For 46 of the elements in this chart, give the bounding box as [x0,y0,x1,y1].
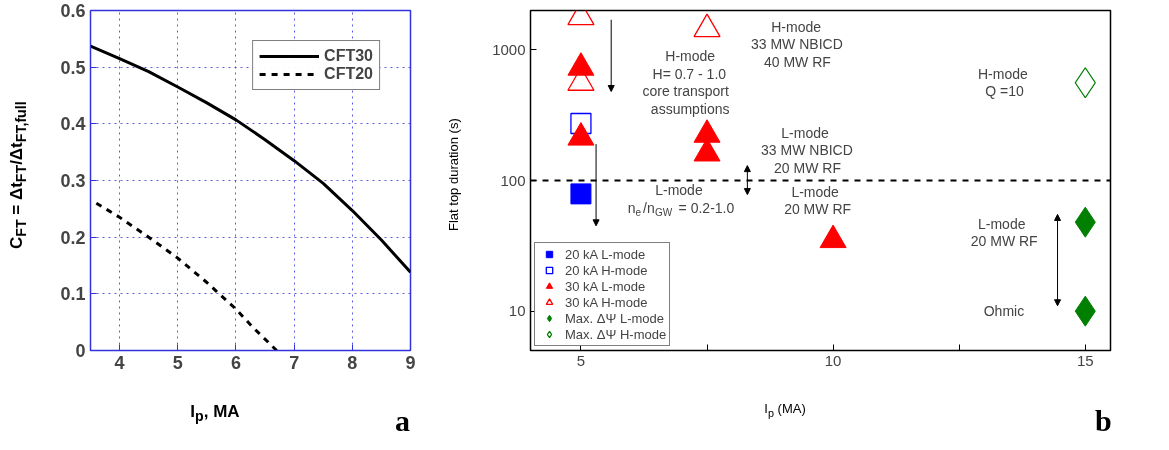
legend-label: 30 kA L-mode [565,278,646,294]
point [570,183,592,205]
annotation: L-mode 20 MW RF [970,215,1038,250]
x-tick-label: 6 [230,352,241,373]
point [693,13,721,38]
x-tick-label: 9 [405,352,416,373]
line-series [94,201,279,351]
x-tick-label: 15 [1076,351,1094,369]
y-tick-label: 0.5 [60,57,86,78]
x-tick-label: 10 [824,351,842,369]
x-tick-label: 4 [114,352,125,373]
x-axis-title: I$_{p}$ (MA) [763,400,807,421]
x-tick-label: 5 [172,352,183,373]
line-series [90,44,411,274]
legend-label: CFT30 [324,47,373,65]
x-axis-title: I$_{p}$, MA [189,401,241,427]
legend-label: Max. ΔΨ H-mode [565,326,667,342]
y-tick-label: 100 [500,171,526,189]
y-tick-label: 0 [75,341,86,361]
y-tick-label: 0.3 [60,171,86,191]
annotation: H-mode 33 MW NBICD 40 MW RF [750,18,843,70]
annotation: H-mode H= 0.7 - 1.0 core transport assumptions [642,48,730,117]
annotation: L-mode 33 MW NBICD 20 MW RF [761,124,853,176]
annotation: H-mode Q =10 [977,65,1028,100]
annotation: Ohmic [983,303,1025,320]
x-tick-label: 5 [576,351,586,369]
annotation: L-mode 20 MW RF [784,183,852,218]
point [693,119,721,143]
point [567,122,595,146]
y-tick-label: 0.6 [60,1,86,21]
y-tick-label: 0.2 [60,227,86,248]
legend-label: Max. ΔΨ L-mode [565,310,665,326]
y-tick-label: 0.4 [60,114,86,135]
legend-label: 20 kA L-mode [565,246,646,262]
text: b [1095,403,1112,439]
text: a [395,403,410,439]
y-tick-label: 0.1 [60,284,86,305]
y-tick-label: 1000 [492,40,526,58]
legend-label: 20 kA H-mode [565,262,648,278]
y-axis-title: Flat top duration (s) [445,117,462,234]
legend-label: 30 kA H-mode [565,294,648,310]
legend-label: CFT20 [324,65,373,83]
y-tick-label: 10 [508,302,526,320]
x-tick-label: 7 [289,352,300,373]
point [567,52,595,76]
x-tick-label: 8 [347,352,358,373]
